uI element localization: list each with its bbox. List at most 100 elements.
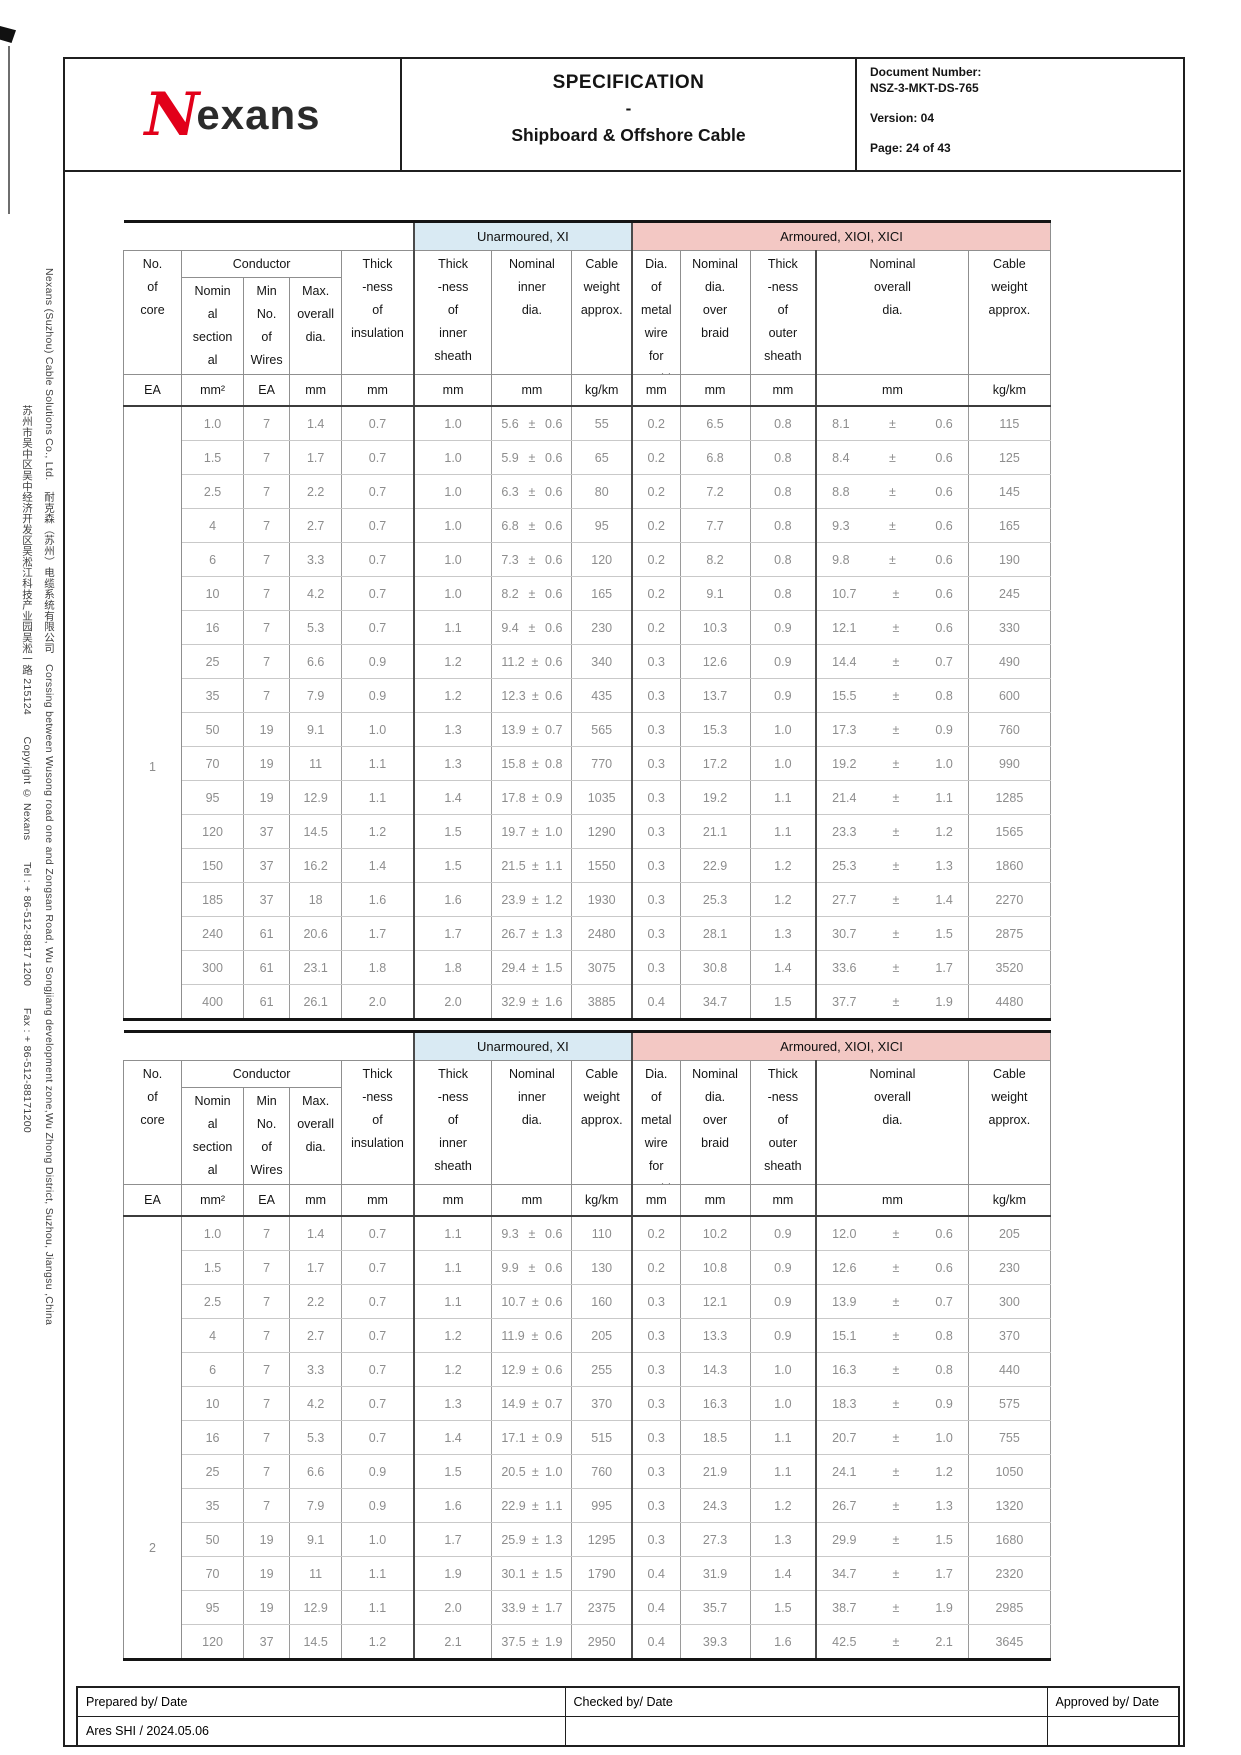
cable-spec-table: Unarmoured, XI Armoured, XIOI, XICI No. of…: [122, 220, 1052, 1021]
table-row: 6 7 3.3 0.7 1.0 7.3 ±0.6 120 0.2 8.2 0.8 9.8 ±0.6 190: [124, 542, 1052, 577]
cell-cable-weight-armoured: 490: [967, 644, 1052, 679]
cell-nominal-overall-dia: 16.3 ±0.8: [815, 1352, 969, 1387]
cell-nominal-sectional-area: 25: [181, 1454, 245, 1489]
cell-metal-wire-dia: 0.3: [630, 1318, 681, 1353]
copyright-contact-vertical-text: 苏州市吴中区吴中经济开发区吴淞江科技产业园吴淞一路 215124 Copyrig…: [21, 405, 33, 1133]
cell-nominal-sectional-area: 1.0: [181, 1216, 245, 1251]
plus-minus-sign: ±: [528, 484, 536, 499]
tolerance-value: 9.9 ±0.6: [492, 1261, 571, 1275]
cell-insulation-thickness: 1.1: [341, 746, 415, 781]
cell-nominal-inner-dia: 11.9 ±0.6: [491, 1318, 573, 1353]
cell-inner-sheath-thickness: 1.3: [412, 1386, 493, 1421]
cell-inner-sheath-thickness: 1.9: [412, 1556, 493, 1591]
tolerance-value: 21.5 ±1.1: [492, 859, 571, 873]
cell-cable-weight-armoured: 2985: [967, 1590, 1052, 1625]
cell-nominal-overall-dia: 21.4 ±1.1: [815, 780, 969, 815]
cell-cable-weight-unarmoured: 95: [571, 508, 633, 543]
cell-outer-sheath-thickness: 0.9: [749, 644, 817, 679]
column-header-label: Dia. of metal wire for Braid: [640, 1067, 672, 1184]
value: 12.6: [832, 1260, 857, 1275]
tolerance-value: 10.7 ±0.6: [492, 1295, 571, 1309]
cell-outer-sheath-thickness: 1.6: [749, 1624, 817, 1660]
cell-nominal-overall-dia: 8.1 ±0.6: [815, 406, 969, 441]
cell-max-overall-dia: 18: [289, 882, 343, 917]
cell-nominal-inner-dia: 12.3 ±0.6: [491, 678, 573, 713]
plus-minus-sign: ±: [892, 620, 900, 635]
cell-cable-weight-armoured: 990: [967, 746, 1052, 781]
prepared-by-label: Prepared by/ Date: [76, 1686, 566, 1717]
cell-nominal-sectional-area: 185: [181, 882, 245, 917]
cell-min-no-of-wires: 19: [243, 1556, 291, 1591]
cell-metal-wire-dia: 0.3: [630, 1454, 681, 1489]
tolerance: 0.6: [935, 416, 953, 431]
cell-insulation-thickness: 0.7: [341, 1216, 415, 1251]
unit-outer-sheath-thickness: mm: [749, 374, 817, 407]
cell-max-overall-dia: 7.9: [289, 678, 343, 713]
cell-cable-weight-armoured: 245: [967, 576, 1052, 611]
tolerance: 1.1: [545, 1498, 563, 1513]
tolerance-value: 8.4 ±0.6: [817, 451, 968, 465]
cell-nominal-overall-dia: 12.0 ±0.6: [815, 1216, 969, 1251]
tolerance-value: 9.4 ±0.6: [492, 621, 571, 635]
column-header-label: Min No. of Wires: [250, 284, 283, 367]
plus-minus-sign: ±: [528, 552, 536, 567]
cell-min-no-of-wires: 7: [243, 644, 291, 679]
plus-minus-sign: ±: [531, 790, 539, 805]
column-header-label: Nominal dia. over braid: [692, 1067, 738, 1150]
cell-nominal-dia-over-braid: 18.5: [679, 1420, 751, 1455]
column-header-max-overall-dia: Max. overall dia.: [289, 277, 343, 375]
cell-max-overall-dia: 2.7: [289, 508, 343, 543]
cell-min-no-of-wires: 7: [243, 1284, 291, 1319]
value: 37.7: [832, 994, 857, 1009]
tolerance-value: 21.4 ±1.1: [817, 791, 968, 805]
tolerance-value: 30.1 ±1.5: [492, 1567, 571, 1581]
cell-max-overall-dia: 1.4: [289, 1216, 343, 1251]
cell-inner-sheath-thickness: 1.1: [412, 610, 493, 645]
value: 18.3: [832, 1396, 857, 1411]
cell-nominal-sectional-area: 1.0: [181, 406, 245, 441]
cell-metal-wire-dia: 0.3: [630, 1488, 681, 1523]
plus-minus-sign: ±: [531, 1328, 539, 1343]
cell-cable-weight-unarmoured: 1290: [571, 814, 633, 849]
tolerance-value: 19.2 ±1.0: [817, 757, 968, 771]
plus-minus-sign: ±: [889, 518, 896, 533]
cell-metal-wire-dia: 0.3: [630, 882, 681, 917]
unit-outer-sheath-thickness: mm: [749, 1184, 817, 1217]
cell-nominal-overall-dia: 27.7 ±1.4: [815, 882, 969, 917]
signoff-label-row: Prepared by/ Date Checked by/ Date Appro…: [76, 1686, 1180, 1717]
value: 32.9: [501, 994, 526, 1009]
tolerance: 1.5: [545, 960, 563, 975]
cell-nominal-dia-over-braid: 10.8: [679, 1250, 751, 1285]
cell-insulation-thickness: 0.7: [341, 1352, 415, 1387]
prepared-by-value: Ares SHI / 2024.05.06: [76, 1716, 566, 1747]
group-header-row: Unarmoured, XI Armoured, XIOI, XICI: [123, 1031, 1051, 1061]
table-row: 1 1.0 7 1.4 0.7 1.0 5.6 ±0.6 55 0.2 6.5 0.8 8.1 ±0.6 1…: [122, 406, 1052, 1020]
cell-min-no-of-wires: 7: [243, 1352, 291, 1387]
header-divider: [65, 170, 1181, 172]
tolerance: 0.6: [935, 620, 953, 635]
cell-nominal-sectional-area: 16: [181, 610, 245, 645]
plus-minus-sign: ±: [892, 994, 900, 1009]
tolerance: 1.7: [935, 1566, 953, 1581]
cell-nominal-dia-over-braid: 35.7: [679, 1590, 751, 1625]
tolerance-value: 20.5 ±1.0: [492, 1465, 571, 1479]
cell-inner-sheath-thickness: 2.0: [412, 984, 493, 1020]
table-row: 2 1.0 7 1.4 0.7 1.1 9.3 ±0.6 110 0.2 10.2 0.9 12.0 ±0…: [122, 1216, 1052, 1660]
cell-nominal-inner-dia: 19.7 ±1.0: [491, 814, 573, 849]
tolerance: 0.6: [935, 1226, 953, 1241]
doc-version: Version: 04: [870, 111, 935, 125]
cell-metal-wire-dia: 0.2: [630, 610, 681, 645]
cell-nominal-dia-over-braid: 6.5: [679, 406, 751, 441]
table-row: 35 7 7.9 0.9 1.6 22.9 ±1.1 995 0.3 24.3 1.2 26.7 ±1.…: [124, 1488, 1052, 1523]
tolerance: 1.0: [935, 1430, 953, 1445]
cell-max-overall-dia: 4.2: [289, 1386, 343, 1421]
column-header-conductor-group: Conductor: [181, 1060, 343, 1088]
tolerance: 1.3: [935, 858, 953, 873]
cell-min-no-of-wires: 7: [243, 678, 291, 713]
cell-nominal-overall-dia: 8.8 ±0.6: [815, 474, 969, 509]
column-header-inner-sheath-thickness: Thick -ness of inner sheath: [412, 1060, 493, 1185]
cell-nominal-inner-dia: 10.7 ±0.6: [491, 1284, 573, 1319]
cell-nominal-sectional-area: 25: [181, 644, 245, 679]
column-header-row: No. of core Conductor Thick -ness of insul…: [122, 250, 1052, 375]
cell-cable-weight-armoured: 300: [967, 1284, 1052, 1319]
